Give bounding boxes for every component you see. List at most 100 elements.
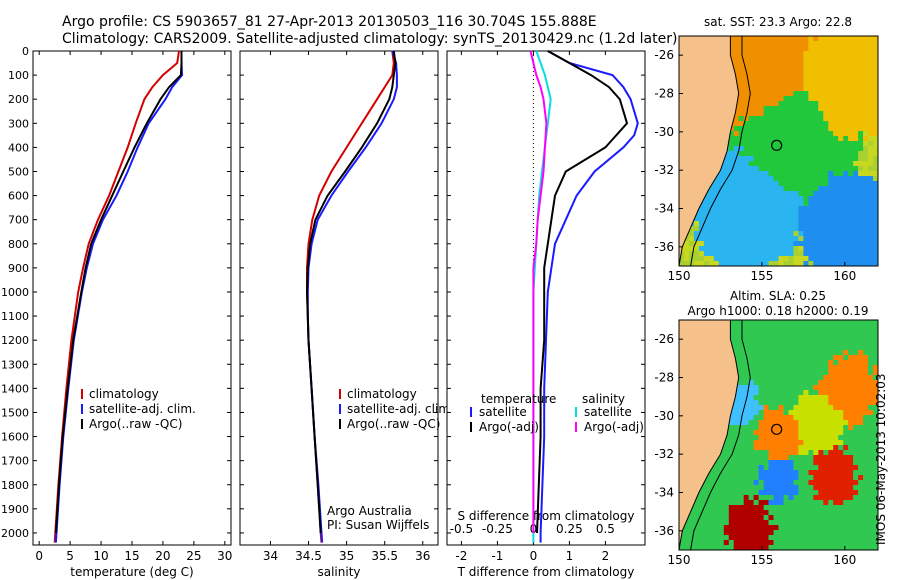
map-cell [788, 450, 794, 456]
map-cell [868, 91, 874, 97]
map-cell [843, 375, 849, 381]
map-cell [723, 256, 730, 262]
map-cell [698, 241, 705, 247]
map-cell [708, 485, 715, 491]
map-cell [698, 545, 705, 551]
map-cell [783, 540, 789, 546]
map-cell [763, 46, 770, 52]
map-cell [733, 206, 740, 212]
map-cell [843, 221, 849, 227]
map-cell [828, 405, 834, 411]
map-cell [783, 415, 789, 421]
map-cell [763, 111, 770, 117]
map-cell [783, 111, 789, 117]
map-cell [843, 136, 849, 142]
map-cell [833, 186, 839, 192]
map-cell [828, 166, 834, 172]
land-mass [679, 320, 739, 550]
map-cell [718, 176, 725, 182]
map-cell [833, 46, 839, 52]
map-cell [793, 400, 799, 406]
map-cell [723, 525, 730, 531]
map-cell [783, 191, 789, 197]
map-cell [798, 390, 804, 396]
map-cell [723, 221, 730, 227]
map-cell [813, 136, 819, 142]
map-cell [793, 450, 799, 456]
map-cell [793, 540, 799, 546]
map-cell [858, 256, 864, 262]
map-cell [728, 171, 735, 177]
map-cell [708, 231, 715, 237]
sst-map-title: sat. SST: 23.3 Argo: 22.8 [704, 15, 852, 29]
map-cell [848, 76, 854, 82]
map-cell [818, 111, 824, 117]
map-cell [818, 246, 824, 252]
map-cell [808, 350, 814, 356]
map-cell [763, 445, 770, 451]
map-cell [743, 201, 750, 207]
map-cell [803, 36, 809, 42]
map-cell [773, 181, 779, 187]
map-cell [843, 101, 849, 107]
map-cell [708, 495, 715, 501]
map-cell [778, 216, 784, 222]
map-cell [778, 435, 784, 441]
map-cell [778, 390, 784, 396]
map-cell [853, 221, 859, 227]
map-cell [788, 500, 794, 506]
map-cell [853, 435, 859, 441]
map-cell [693, 226, 700, 232]
map-cell [793, 116, 799, 122]
map-cell [738, 171, 745, 177]
map-cell [803, 450, 809, 456]
map-cell [868, 355, 874, 361]
map-cell [763, 505, 770, 511]
map-cell [808, 56, 814, 62]
map-cell [863, 191, 869, 197]
map-cell [823, 385, 829, 391]
map-cell [808, 370, 814, 376]
map-cell [733, 420, 740, 426]
map-cell [753, 141, 760, 147]
map-cell [728, 241, 735, 247]
map-cell [808, 36, 814, 42]
map-cell [773, 216, 779, 222]
map-cell [738, 530, 745, 536]
map-cell [853, 490, 859, 496]
map-cell [713, 505, 720, 511]
map-cell [863, 440, 869, 446]
map-cell [778, 176, 784, 182]
map-cell [808, 81, 814, 87]
map-cell [823, 345, 829, 351]
map-cell [793, 390, 799, 396]
map-cell [758, 181, 765, 187]
map-cell [818, 256, 824, 262]
map-cell [813, 450, 819, 456]
map-cell [858, 36, 864, 42]
map-cell [698, 525, 705, 531]
map-cell [833, 430, 839, 436]
map-cell [733, 136, 740, 142]
map-cell [748, 96, 755, 102]
map-cell [853, 350, 859, 356]
map-cell [753, 530, 760, 536]
map-cell [858, 420, 864, 426]
map-cell [828, 251, 834, 257]
map-cell [863, 106, 869, 112]
map-cell [718, 241, 725, 247]
map-cell [868, 535, 874, 541]
map-cell [743, 231, 750, 237]
map-cell [783, 86, 789, 92]
map-cell [788, 111, 794, 117]
map-cell [773, 340, 779, 346]
map-cell [758, 111, 765, 117]
map-cell [808, 455, 814, 461]
y-tick-label: 1800 [1, 479, 29, 492]
map-cell [798, 231, 804, 237]
map-cell [823, 500, 829, 506]
map-cell [743, 445, 750, 451]
map-cell [718, 231, 725, 237]
map-cell [843, 121, 849, 127]
map-cell [873, 111, 879, 117]
